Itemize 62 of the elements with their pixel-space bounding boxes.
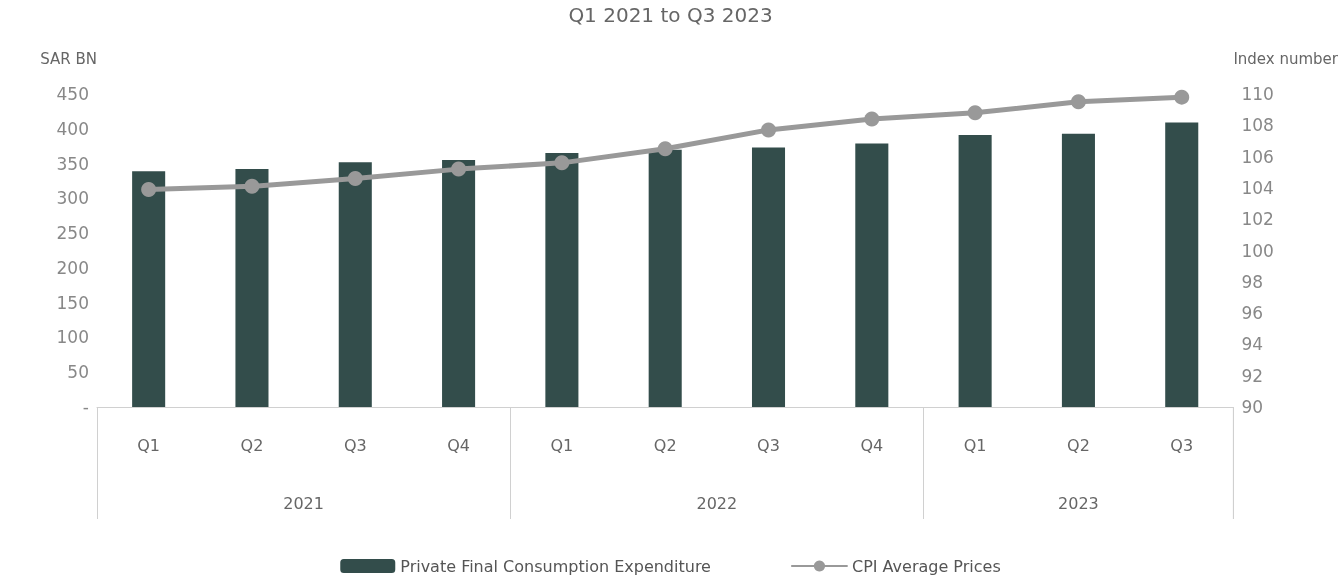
bar — [132, 171, 166, 407]
y2-tick-label: 104 — [1241, 177, 1274, 198]
y2-tick-label: 106 — [1241, 146, 1274, 167]
point — [554, 155, 570, 171]
y-tick-label: 100 — [56, 327, 89, 348]
point — [451, 161, 467, 177]
y2-tick-label: 90 — [1241, 397, 1264, 417]
bar — [1061, 133, 1095, 407]
y2-tick-label: 94 — [1241, 334, 1264, 355]
x-tick-label: Q3 — [757, 435, 780, 455]
point — [141, 181, 157, 197]
point — [967, 105, 983, 121]
point — [1070, 94, 1086, 110]
bar — [1165, 122, 1199, 407]
x-tick-label: Q2 — [240, 435, 264, 455]
y-tick-label: 400 — [56, 118, 89, 139]
bar — [338, 162, 372, 407]
x-tick-label: Q4 — [860, 435, 884, 455]
x-tick-label: Q3 — [1170, 435, 1194, 455]
text: 2021 — [283, 493, 324, 513]
x-tick-label: Q1 — [963, 435, 987, 455]
y-tick-label: 350 — [56, 153, 89, 174]
point — [1174, 89, 1190, 105]
y2-tick-label: 110 — [1241, 84, 1274, 104]
bar — [442, 160, 476, 407]
y2-tick-label: 100 — [1241, 240, 1274, 261]
y-tick-label: 150 — [56, 292, 89, 313]
bar — [235, 169, 269, 407]
y-tick-label: 250 — [56, 223, 89, 244]
x-tick-label: Q2 — [653, 435, 677, 455]
y-tick-label: 450 — [56, 84, 89, 104]
y-tick-label: - — [82, 397, 89, 417]
bar — [648, 149, 682, 407]
x-tick-label: Q2 — [1067, 435, 1090, 455]
chart-title: Q1 2021 to Q3 2023 — [568, 3, 773, 27]
bar — [958, 135, 992, 407]
y-tick-label: 200 — [56, 257, 89, 278]
x-tick-label: Q1 — [137, 435, 161, 455]
point — [244, 178, 260, 194]
text: 2022 — [696, 493, 738, 513]
y2-tick-label: 98 — [1241, 271, 1264, 292]
point — [657, 141, 673, 157]
y-tick-label: 300 — [56, 188, 89, 209]
x-tick-label: Q1 — [550, 435, 574, 455]
y2-tick-label: 108 — [1241, 115, 1274, 136]
legend-label: Private Final Consumption Expenditure — [400, 556, 711, 576]
y2-tick-label: 96 — [1241, 303, 1264, 324]
text: 2023 — [1058, 493, 1099, 513]
y2-tick-label: 92 — [1241, 365, 1264, 386]
bar — [751, 147, 786, 407]
x-tick-label: Q3 — [343, 435, 367, 455]
point — [864, 111, 880, 127]
point — [347, 171, 363, 187]
bar — [855, 143, 889, 407]
point — [761, 122, 777, 138]
x-tick-label: Q4 — [447, 435, 470, 455]
y2-axis-title: Index number — [1233, 49, 1339, 68]
y-axis-title: SAR BN — [40, 49, 97, 68]
y2-tick-label: 102 — [1241, 209, 1274, 230]
legend-label: CPI Average Prices — [851, 556, 1001, 576]
y-tick-label: 50 — [67, 362, 89, 383]
bar — [545, 153, 579, 407]
